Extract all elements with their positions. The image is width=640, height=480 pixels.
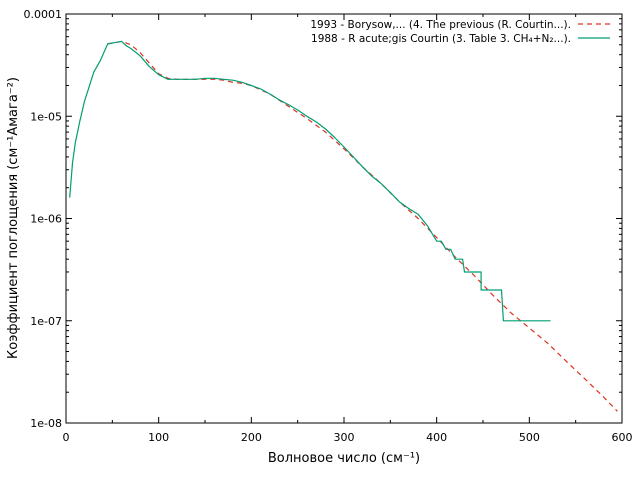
y-tick-label: 1e-07	[30, 315, 62, 328]
x-tick-label: 0	[63, 431, 70, 444]
x-axis-label: Волновое число (см⁻¹)	[268, 451, 420, 466]
legend-label-1: 1993 - Borysow,... (4. The previous (R. …	[310, 19, 571, 31]
x-tick-label: 100	[148, 431, 169, 444]
y-tick-label: 1e-08	[30, 417, 62, 430]
x-tick-label: 200	[241, 431, 262, 444]
legend-label-2: 1988 - R acute;gis Courtin (3. Table 3. …	[311, 33, 571, 45]
y-tick-label: 1e-06	[30, 213, 62, 226]
y-tick-label: 0.0001	[24, 8, 63, 21]
x-tick-label: 600	[612, 431, 633, 444]
plot-area	[65, 13, 623, 424]
x-tick-label: 400	[426, 431, 447, 444]
y-axis-label: Коэффициент поглощения (см⁻¹Амага⁻²)	[6, 77, 21, 359]
x-tick-label: 500	[519, 431, 540, 444]
series-2-line	[69, 40, 551, 322]
x-tick-label: 300	[334, 431, 355, 444]
series-1-line	[107, 40, 618, 412]
y-tick-label: 1e-05	[30, 110, 62, 123]
